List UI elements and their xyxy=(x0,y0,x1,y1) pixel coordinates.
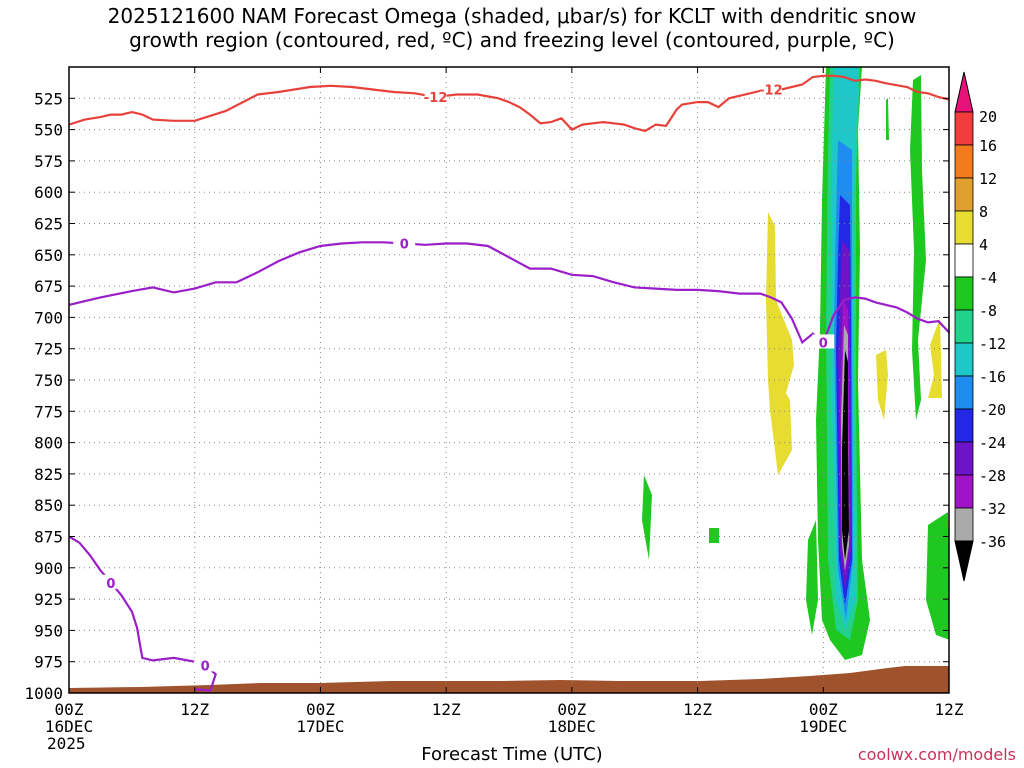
grid xyxy=(69,67,949,693)
x-tick-label: 00Z xyxy=(809,700,838,719)
contour-label: 0 xyxy=(201,659,210,674)
y-tick-label: 650 xyxy=(34,246,63,265)
colorbar-segment xyxy=(954,243,974,278)
x-tick-label: 19DEC xyxy=(799,717,847,736)
omega-negative-region xyxy=(642,475,652,560)
colorbar-segment xyxy=(954,276,974,311)
colorbar-label: 8 xyxy=(979,203,988,221)
contour-label-bg xyxy=(194,657,217,672)
contour-line xyxy=(69,535,217,692)
plot-frame xyxy=(68,66,950,694)
x-tick-label: 17DEC xyxy=(296,717,344,736)
contour-label: 0 xyxy=(106,577,115,592)
x-tick-label: 00Z xyxy=(306,700,335,719)
x-tick-label: 00Z xyxy=(55,700,84,719)
contour-label-bg xyxy=(99,574,122,589)
omega-negative-region xyxy=(886,98,889,140)
colorbar-segment xyxy=(954,507,974,542)
y-tick-label: 900 xyxy=(34,559,63,578)
colorbar-segment xyxy=(954,408,974,443)
x-tick-label: 00Z xyxy=(557,700,586,719)
colorbar-label: 16 xyxy=(979,137,997,155)
y-tick-label: 725 xyxy=(34,340,63,359)
x-tick-label: 12Z xyxy=(432,700,461,719)
omega-positive-region xyxy=(928,318,942,398)
title-line-2: growth region (contoured, red, ºC) and f… xyxy=(129,28,895,52)
terrain xyxy=(69,666,949,693)
y-tick-label: 600 xyxy=(34,183,63,202)
colorbar-label: -24 xyxy=(979,434,1006,452)
contour-label-bg xyxy=(759,81,782,96)
colorbar-segment xyxy=(954,474,974,509)
y-tick-label: 1000 xyxy=(24,684,63,703)
y-tick-label: 850 xyxy=(34,496,63,515)
y-tick-label: 825 xyxy=(34,465,63,484)
colorbar-label: -4 xyxy=(979,269,997,287)
x-tick-label: 12Z xyxy=(683,700,712,719)
y-tick-label: 800 xyxy=(34,434,63,453)
y-tick-label: 700 xyxy=(34,308,63,327)
y-tick-label: 525 xyxy=(34,89,63,108)
colorbar-label: 4 xyxy=(979,236,988,254)
colorbar-label: -28 xyxy=(979,467,1006,485)
contour-label-bg xyxy=(424,89,447,104)
chart-title: 2025121600 NAM Forecast Omega (shaded, μ… xyxy=(0,4,1024,52)
omega-core xyxy=(842,350,849,560)
y-tick-label: 550 xyxy=(34,121,63,140)
contour-label: 0 xyxy=(819,336,828,351)
contour-label: -12 xyxy=(424,91,448,106)
colorbar-label: -20 xyxy=(979,401,1006,419)
colorbar-segment xyxy=(954,342,974,377)
omega-positive-region xyxy=(876,350,888,420)
colorbar-label: -32 xyxy=(979,500,1006,518)
colorbar-segment xyxy=(954,210,974,245)
x-tick-label: 18DEC xyxy=(548,717,596,736)
contour-label-bg xyxy=(393,235,416,250)
credit: coolwx.com/models xyxy=(857,745,1016,764)
contour-label: 0 xyxy=(400,238,409,253)
y-tick-label: 975 xyxy=(34,653,63,672)
y-tick-label: 575 xyxy=(34,152,63,171)
omega-negative-region xyxy=(926,512,949,640)
x-tick-label: 12Z xyxy=(180,700,209,719)
colorbar-segment xyxy=(954,540,974,582)
x-tick-label: 2025 xyxy=(47,734,86,753)
colorbar-segment xyxy=(954,144,974,179)
x-tick-label: 12Z xyxy=(935,700,964,719)
colorbar-label: -16 xyxy=(979,368,1006,386)
colorbar-segment xyxy=(954,375,974,410)
colorbar-label: -8 xyxy=(979,302,997,320)
contours: -12 -12 0 0 0 0 xyxy=(69,74,949,692)
omega-negative-region xyxy=(806,520,818,635)
x-tick-label: 16DEC xyxy=(45,717,93,736)
y-tick-label: 750 xyxy=(34,371,63,390)
colorbar-segment xyxy=(954,111,974,146)
omega-positive-region xyxy=(766,212,794,475)
colorbar-label: -36 xyxy=(979,533,1006,551)
omega-negative-region xyxy=(709,528,719,543)
colorbar-segment xyxy=(954,71,974,113)
y-tick-label: 675 xyxy=(34,277,63,296)
y-tick-label: 875 xyxy=(34,528,63,547)
y-tick-label: 625 xyxy=(34,215,63,234)
colorbar-segment xyxy=(954,309,974,344)
colorbar-segment xyxy=(954,441,974,476)
x-axis-label: Forecast Time (UTC) xyxy=(421,744,603,765)
omega-negative-region xyxy=(910,75,926,420)
y-tick-label: 775 xyxy=(34,402,63,421)
colorbar-label: -12 xyxy=(979,335,1006,353)
contour-line xyxy=(69,74,949,133)
axes: 525 550 575 600 625 650 675 700 725 750 775 800 825 8… xyxy=(24,66,964,753)
contour-line xyxy=(69,241,949,345)
contour-label: -12 xyxy=(759,84,783,99)
title-line-1: 2025121600 NAM Forecast Omega (shaded, μ… xyxy=(107,4,917,28)
y-tick-label: 925 xyxy=(34,590,63,609)
colorbar: 20 16 12 8 4 -4 -8 -12 -16 -20 -24 -28 -32 -36 xyxy=(954,71,1006,582)
colorbar-segment xyxy=(954,177,974,212)
colorbar-label: 20 xyxy=(979,108,997,126)
colorbar-label: 12 xyxy=(979,170,997,188)
contour-label-bg xyxy=(812,334,835,349)
y-tick-label: 950 xyxy=(34,621,63,640)
